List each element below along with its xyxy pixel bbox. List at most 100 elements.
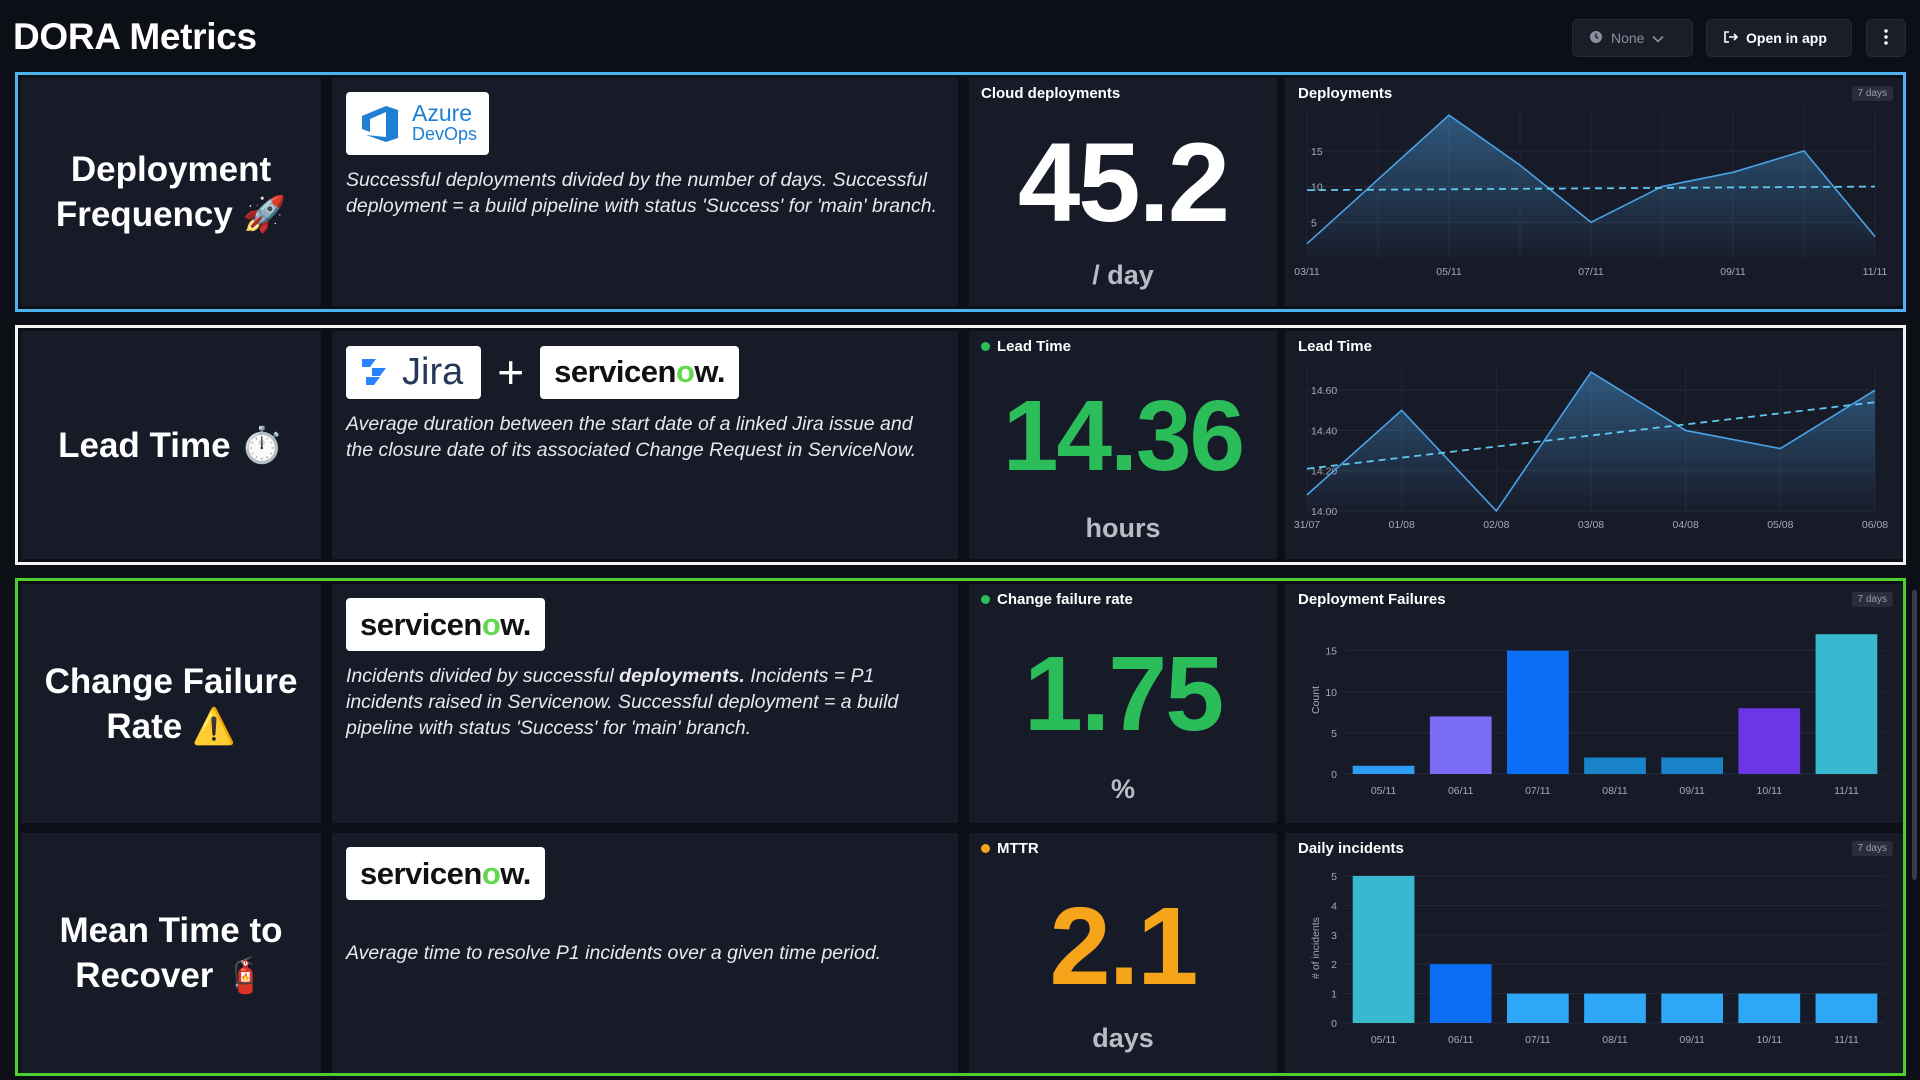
- bar: [1584, 757, 1646, 774]
- servicenow-logo: servicenow.: [346, 598, 545, 651]
- y-tick-label: 5: [1331, 728, 1337, 740]
- top-bar: DORA Metrics None Open in app: [0, 0, 1920, 72]
- servicenow-logo: servicenow.: [346, 847, 545, 900]
- y-tick-label: 15: [1311, 146, 1323, 158]
- x-tick-label: 05/11: [1371, 1034, 1397, 1046]
- status-dot: [981, 342, 990, 351]
- servicenow-logo: servicenow.: [540, 345, 739, 399]
- change-failure-rate-name: Change Failure Rate ⚠️: [21, 584, 321, 823]
- chart-title: Deployments: [1298, 85, 1393, 102]
- x-tick-label: 11/11: [1834, 1034, 1859, 1046]
- chevron-down-icon: [1652, 30, 1665, 46]
- bar: [1661, 757, 1723, 774]
- stat-label: MTTR: [997, 840, 1039, 857]
- x-tick-label: 31/07: [1294, 519, 1320, 531]
- trend-line: [1306, 185, 1876, 192]
- x-tick-label: 07/11: [1525, 1034, 1551, 1046]
- bar: [1507, 993, 1569, 1023]
- y-tick-label: 15: [1325, 646, 1337, 658]
- jira-icon: [362, 359, 386, 385]
- mttr-stat: MTTR 2.1 days: [969, 833, 1277, 1073]
- azure-devops-icon: [362, 105, 398, 142]
- stat-value: 2.1: [1049, 885, 1199, 1008]
- time-range-badge: 7 days: [1851, 86, 1893, 101]
- stat-label: Lead Time: [997, 338, 1071, 355]
- open-in-app-button[interactable]: Open in app: [1706, 19, 1852, 57]
- x-tick-label: 11/11: [1863, 266, 1888, 278]
- chart-title: Daily incidents: [1298, 840, 1404, 857]
- chart-title: Deployment Failures: [1298, 591, 1446, 608]
- bar: [1507, 650, 1569, 774]
- stat-value: 1.75: [1023, 635, 1224, 753]
- daily-incidents-chart-panel: Daily incidents 7 days 0 1 2 3 4 5 # of incide…: [1285, 833, 1903, 1073]
- clock-icon: [1589, 30, 1603, 47]
- lead-time-row: Lead Time ⏱️ Jira + servicenow. Average …: [15, 325, 1906, 565]
- lead-time-description-panel: Jira + servicenow. Average duration betw…: [332, 331, 958, 559]
- deployments-chart: 5 10 15 03/11 05/11 07/11 09/11 11/11: [1294, 108, 1888, 278]
- x-tick-label: 05/11: [1371, 785, 1397, 797]
- lead-time-description: Average duration between the start date …: [346, 413, 917, 461]
- x-tick-label: 06/11: [1448, 1034, 1474, 1046]
- bar: [1738, 993, 1801, 1023]
- page-title: DORA Metrics: [13, 16, 257, 57]
- mttr-description: Average time to resolve P1 incidents ove…: [346, 942, 882, 964]
- series-area: [1307, 115, 1875, 258]
- change-failure-description: Incidents divided by successful deployme…: [346, 665, 899, 739]
- status-dot: [981, 844, 990, 853]
- x-tick-label: 06/11: [1448, 785, 1474, 797]
- y-tick-label: 5: [1331, 871, 1337, 883]
- y-tick-label: 1: [1331, 989, 1337, 1001]
- x-tick-label: 06/08: [1862, 519, 1888, 531]
- scrollbar[interactable]: [1912, 590, 1917, 880]
- bar: [1815, 993, 1878, 1023]
- x-tick-label: 09/11: [1720, 266, 1746, 278]
- more-vertical-icon: [1884, 28, 1888, 48]
- plus-sign: +: [497, 346, 525, 398]
- x-tick-label: 09/11: [1679, 1034, 1705, 1046]
- open-in-app-label: Open in app: [1746, 30, 1827, 46]
- bar: [1738, 708, 1801, 774]
- time-range-badge: 7 days: [1851, 592, 1893, 607]
- x-tick-label: 08/11: [1602, 785, 1628, 797]
- stat-label: Cloud deployments: [981, 85, 1121, 102]
- change-failure-rate-stat: Change failure rate 1.75 %: [969, 584, 1277, 823]
- x-tick-label: 01/08: [1389, 519, 1415, 531]
- jira-logo: Jira: [346, 345, 482, 399]
- x-tick-label: 04/08: [1673, 519, 1699, 531]
- x-tick-label: 05/11: [1436, 266, 1462, 278]
- stat-label: Change failure rate: [997, 591, 1133, 608]
- bar: [1352, 765, 1415, 774]
- mttr-name: Mean Time to Recover 🧯: [21, 833, 321, 1073]
- stat-unit: hours: [1085, 513, 1161, 543]
- x-tick-label: 07/11: [1525, 785, 1551, 797]
- y-tick-label: 5: [1311, 217, 1317, 229]
- bar: [1429, 964, 1492, 1023]
- bar: [1661, 993, 1723, 1023]
- y-tick-label: 10: [1325, 687, 1337, 699]
- lead-time-stat: Lead Time 14.36 hours: [969, 331, 1277, 559]
- open-external-icon: [1723, 30, 1739, 47]
- more-options-button[interactable]: [1866, 19, 1906, 57]
- stat-value: 14.36: [1002, 380, 1245, 492]
- x-tick-label: 10/11: [1757, 1034, 1783, 1046]
- bar: [1352, 875, 1415, 1023]
- y-tick-label: 3: [1331, 930, 1337, 942]
- x-tick-label: 02/08: [1483, 519, 1509, 531]
- bar: [1429, 716, 1492, 774]
- y-tick-label: 2: [1331, 959, 1337, 971]
- lead-time-name: Lead Time ⏱️: [21, 331, 321, 559]
- x-tick-label: 05/08: [1767, 519, 1793, 531]
- stat-value: 45.2: [1018, 120, 1230, 245]
- time-filter-dropdown[interactable]: None: [1572, 19, 1693, 57]
- cloud-deployments-stat: Cloud deployments 45.2 / day: [969, 78, 1277, 306]
- lead-time-chart-panel: Lead Time 14.00 14.20 14.40 14.60 31/07 01/08…: [1285, 331, 1903, 559]
- series-area: [1307, 372, 1875, 511]
- y-axis-label: Count: [1310, 686, 1322, 714]
- deployment-failures-chart-panel: Deployment Failures 7 days 0 5 10 15 Count 05…: [1285, 584, 1903, 823]
- x-tick-label: 10/11: [1757, 785, 1783, 797]
- deployment-failures-chart: 0 5 10 15 Count 05/11 06/11 07/11 08/11 09/11 10/1…: [1310, 634, 1885, 797]
- bar: [1584, 993, 1646, 1023]
- deployment-frequency-name: Deployment Frequency 🚀: [21, 78, 321, 306]
- incident-metrics-row: Change Failure Rate ⚠️ servicenow. Incide…: [15, 578, 1906, 1076]
